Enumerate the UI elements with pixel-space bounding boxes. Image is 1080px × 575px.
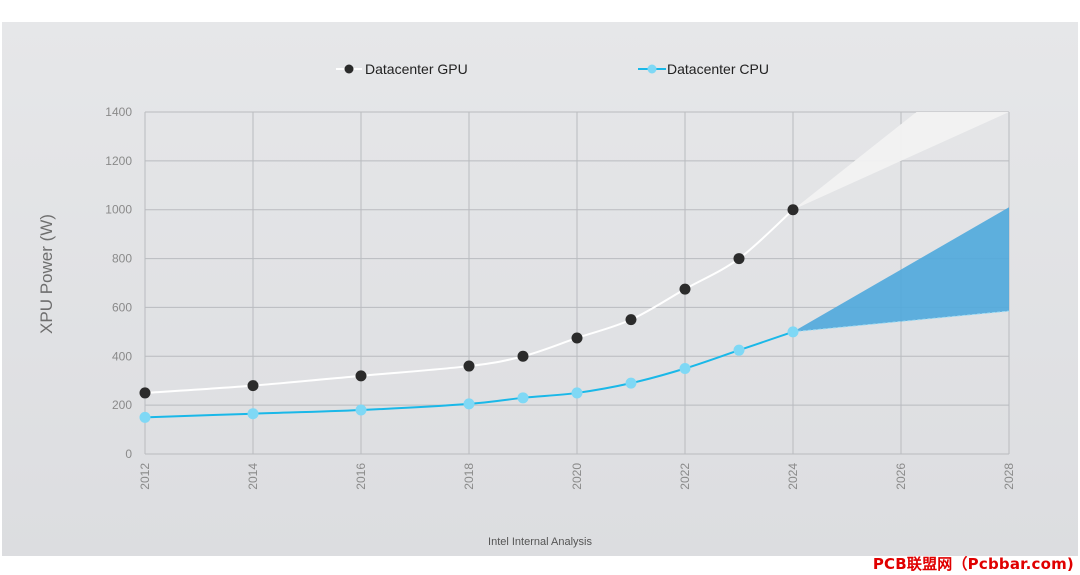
data-point-cpu-2022	[679, 363, 691, 374]
legend: Datacenter GPU Datacenter CPU	[336, 61, 769, 77]
legend-item-gpu: Datacenter GPU	[336, 61, 468, 77]
data-point-cpu-2012	[139, 411, 151, 423]
data-point-gpu-2014	[247, 380, 259, 392]
x-tick-2022: 2022	[678, 463, 692, 490]
x-tick-2016: 2016	[354, 463, 368, 490]
legend-label-cpu: Datacenter CPU	[667, 61, 769, 77]
watermark: PCB联盟网（Pcbbar.com)	[872, 555, 1074, 573]
y-axis-ticks: 0 200 400 600 800 1000 1200 1400	[105, 105, 132, 461]
legend-item-cpu: Datacenter CPU	[638, 61, 769, 77]
data-point-gpu-2021	[625, 314, 637, 326]
data-point-cpu-2019	[517, 392, 529, 404]
y-tick-200: 200	[112, 398, 132, 412]
y-tick-1400: 1400	[105, 105, 132, 119]
projection-band-gpu	[793, 112, 1009, 210]
data-point-cpu-2024	[787, 326, 799, 338]
data-point-cpu-2014	[247, 408, 259, 420]
data-points	[139, 204, 799, 423]
chart-panel: 0 200 400 600 800 1000 1200 1400 2012 2014 2016 20…	[2, 22, 1078, 556]
y-axis-label: XPU Power (W)	[37, 214, 56, 334]
data-point-cpu-2016	[355, 404, 367, 416]
data-point-cpu-2023	[733, 344, 745, 356]
y-tick-600: 600	[112, 300, 132, 314]
data-point-cpu-2018	[463, 398, 475, 410]
x-tick-2020: 2020	[570, 463, 584, 490]
annotation-source: Intel Internal Analysis	[488, 536, 592, 548]
y-tick-0: 0	[125, 447, 132, 461]
y-tick-1200: 1200	[105, 154, 132, 168]
x-tick-2012: 2012	[138, 463, 152, 490]
x-tick-2018: 2018	[462, 463, 476, 490]
data-point-gpu-2018	[463, 360, 475, 372]
data-point-gpu-2024	[787, 204, 799, 216]
data-point-gpu-2022	[679, 283, 691, 295]
data-point-cpu-2021	[625, 377, 637, 389]
data-point-cpu-2020	[571, 387, 583, 399]
data-point-gpu-2012	[139, 387, 151, 399]
y-tick-800: 800	[112, 252, 132, 266]
x-tick-2028: 2028	[1002, 463, 1016, 490]
y-tick-400: 400	[112, 349, 132, 363]
x-axis-ticks: 2012 2014 2016 2018 2020 2022 2024 2026 2028	[138, 463, 1016, 490]
x-tick-2026: 2026	[894, 463, 908, 490]
data-point-gpu-2020	[571, 332, 583, 344]
x-tick-2024: 2024	[786, 463, 800, 490]
grid	[144, 111, 1010, 455]
y-tick-1000: 1000	[105, 203, 132, 217]
data-point-gpu-2023	[733, 253, 745, 265]
legend-label-gpu: Datacenter GPU	[365, 61, 468, 77]
data-point-gpu-2019	[517, 350, 529, 362]
x-tick-2014: 2014	[246, 463, 260, 490]
data-point-gpu-2016	[355, 370, 367, 382]
projection-edge-cpu	[792, 310, 1009, 333]
